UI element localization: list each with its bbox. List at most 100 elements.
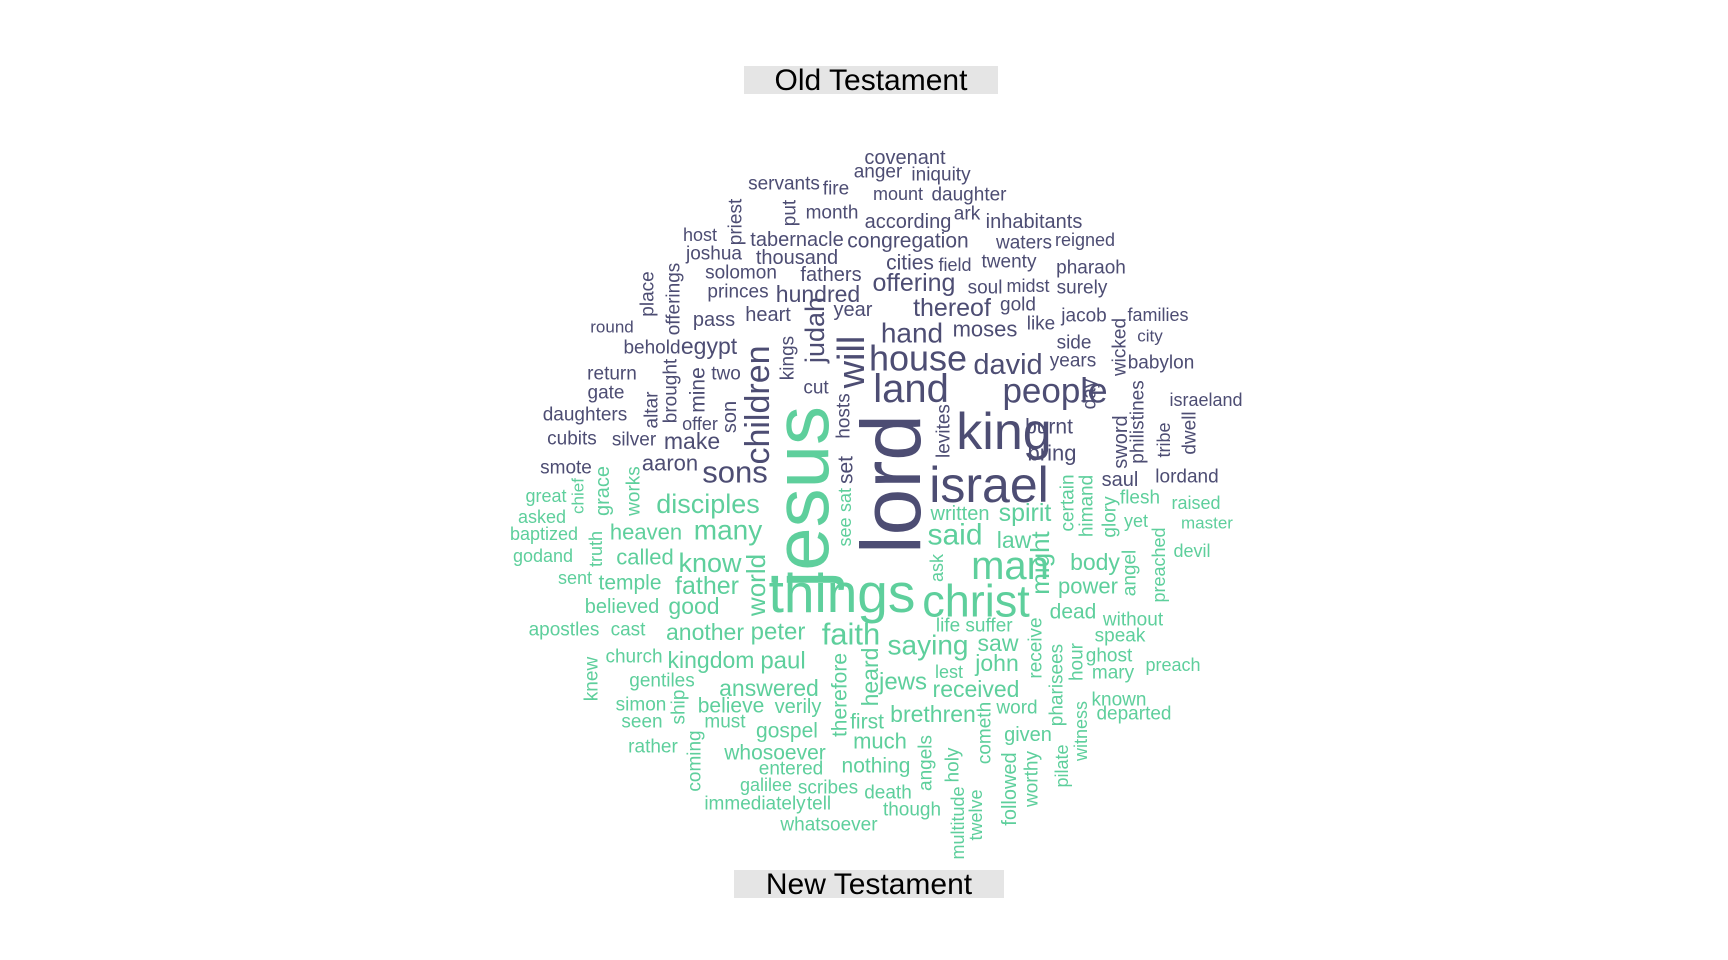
word-ot-daughter: daughter	[931, 185, 1007, 206]
word-nt-himand: himand	[1077, 475, 1098, 537]
word-ot-smote: smote	[540, 458, 592, 479]
word-nt-written: written	[930, 503, 990, 525]
word-ot-mount: mount	[873, 184, 923, 204]
word-nt-hour: hour	[1067, 642, 1088, 681]
word-ot-behold: behold	[623, 338, 680, 359]
word-nt-departed: departed	[1096, 704, 1171, 725]
word-ot-midst: midst	[1006, 276, 1049, 296]
word-ot-israeland: israeland	[1169, 390, 1242, 410]
word-ot-levites: levites	[934, 404, 955, 458]
word-ot-offerings: offerings	[664, 263, 685, 336]
word-nt-tell: tell	[807, 794, 831, 815]
word-ot-gate: gate	[588, 383, 625, 404]
word-ot-altar: altar	[642, 391, 663, 429]
word-nt-truth: truth	[586, 531, 606, 567]
word-nt-works: works	[624, 466, 645, 517]
word-ot-pass: pass	[693, 309, 735, 331]
word-nt-saying: saying	[888, 630, 969, 661]
word-ot-families: families	[1127, 305, 1188, 325]
word-nt-holy: holy	[943, 747, 964, 782]
word-nt-temple: temple	[598, 572, 661, 595]
word-ot-gold: gold	[1000, 295, 1036, 316]
word-nt-brethren: brethren	[890, 701, 976, 727]
word-ot-joshua: joshua	[685, 244, 742, 265]
word-nt-church: church	[605, 647, 662, 668]
word-nt-glory: glory	[1100, 496, 1121, 538]
word-ot-babylon: babylon	[1128, 353, 1195, 374]
word-nt-cometh: cometh	[975, 702, 996, 764]
word-nt-multitude: multitude	[948, 786, 968, 859]
word-nt-verily: verily	[775, 696, 822, 718]
word-nt-given: given	[1004, 724, 1052, 746]
word-nt-flesh: flesh	[1120, 488, 1160, 509]
word-ot-two: two	[711, 364, 741, 385]
word-ot-year: year	[834, 299, 873, 321]
word-nt-paul: paul	[760, 648, 805, 675]
word-nt-good: good	[668, 593, 719, 619]
word-nt-gospel: gospel	[756, 720, 818, 743]
word-nt-cast: cast	[611, 620, 647, 641]
word-nt-great: great	[525, 486, 566, 506]
word-nt-followed: followed	[999, 752, 1021, 825]
word-nt-master: master	[1181, 514, 1233, 533]
word-nt-power: power	[1058, 574, 1118, 599]
word-ot-sword: sword	[1110, 415, 1132, 468]
word-nt-jews: jews	[878, 669, 927, 696]
word-nt-preach: preach	[1145, 655, 1200, 675]
word-ot-round: round	[590, 318, 633, 337]
word-nt-grace: grace	[592, 466, 614, 516]
word-ot-waters: waters	[995, 233, 1052, 254]
word-ot-city: city	[1137, 327, 1163, 346]
word-nt-speak: speak	[1095, 626, 1146, 647]
word-nt-devil: devil	[1173, 541, 1210, 561]
word-ot-fire: fire	[823, 179, 849, 200]
word-ot-solomon: solomon	[705, 263, 777, 284]
word-nt-body: body	[1070, 549, 1120, 575]
word-ot-lordand: lordand	[1155, 467, 1218, 488]
word-ot-tribe: tribe	[1154, 422, 1174, 457]
word-nt-angel: angel	[1120, 550, 1141, 597]
word-ot-twenty: twenty	[982, 252, 1037, 273]
word-ot-mine: mine	[687, 367, 710, 413]
word-nt-twelve: twelve	[966, 789, 986, 840]
word-ot-jacob: jacob	[1060, 306, 1106, 327]
word-nt-pilate: pilate	[1052, 744, 1072, 787]
word-ot-son: son	[719, 401, 741, 433]
word-nt-peter: peter	[751, 619, 806, 646]
word-ot-burnt: burnt	[1025, 416, 1073, 439]
word-nt-therefore: therefore	[829, 653, 852, 737]
word-nt-world: world	[741, 554, 771, 617]
word-nt-see: see	[835, 517, 855, 546]
word-ot-daughters: daughters	[543, 405, 628, 426]
word-nt-dead: dead	[1050, 601, 1097, 624]
word-nt-many: many	[694, 515, 762, 546]
word-ot-aaron: aaron	[642, 451, 698, 476]
word-nt-receive: receive	[1026, 617, 1047, 678]
word-ot-ark: ark	[954, 204, 981, 225]
word-ot-egypt: egypt	[681, 333, 738, 359]
word-nt-preached: preached	[1149, 527, 1169, 602]
word-nt-nothing: nothing	[842, 755, 911, 778]
word-nt-kingdom: kingdom	[668, 647, 755, 673]
word-nt-spirit: spirit	[999, 499, 1052, 527]
word-nt-john: john	[974, 650, 1018, 676]
word-nt-heaven: heaven	[610, 520, 682, 545]
word-nt-much: much	[853, 729, 907, 754]
word-ot-silver: silver	[612, 430, 657, 451]
word-ot-like: like	[1027, 314, 1056, 335]
word-ot-years: years	[1050, 351, 1096, 372]
word-ot-return: return	[587, 364, 637, 385]
word-ot-anger: anger	[854, 162, 903, 183]
word-ot-brought: brought	[661, 358, 682, 423]
word-nt-whatsoever: whatsoever	[779, 815, 878, 836]
word-nt-seen: seen	[621, 712, 662, 733]
word-ot-congregation: congregation	[847, 230, 968, 253]
word-nt-godand: godand	[513, 546, 573, 566]
word-ot-lord: lord	[844, 414, 938, 554]
word-nt-must: must	[704, 712, 746, 733]
word-ot-princes: princes	[707, 282, 768, 303]
word-nt-mary: mary	[1092, 663, 1135, 684]
word-nt-certain: certain	[1058, 474, 1079, 531]
word-ot-will: will	[831, 336, 873, 390]
